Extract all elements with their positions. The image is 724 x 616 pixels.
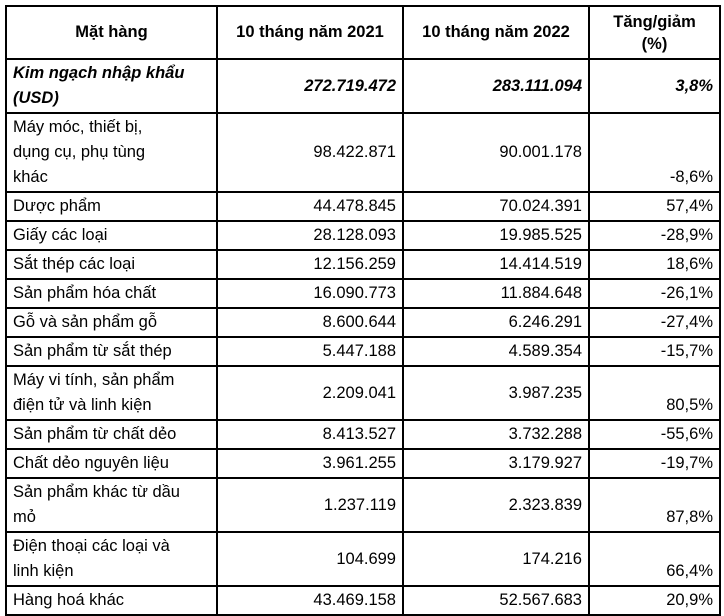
value-2022: 4.589.354 [402, 336, 590, 367]
item-name: Sản phẩm từ sắt thép [5, 336, 218, 367]
change-percent: -8,6% [588, 112, 721, 193]
item-name: Giấy các loại [5, 220, 218, 251]
table-row: Máy vi tính, sản phẩm điện tử và linh ki… [5, 365, 721, 421]
total-row: Kim ngạch nhập khẩu (USD) 272.719.472 28… [5, 58, 721, 114]
value-2022: 3.732.288 [402, 419, 590, 450]
value-2022: 2.323.839 [402, 477, 590, 533]
change-percent: -55,6% [588, 419, 721, 450]
value-2022: 3.179.927 [402, 448, 590, 479]
table-row: Sản phẩm khác từ dầu mỏ 1.237.119 2.323.83… [5, 477, 721, 533]
change-percent: -28,9% [588, 220, 721, 251]
item-name: Sắt thép các loại [5, 249, 218, 280]
item-name: Dược phẩm [5, 191, 218, 222]
value-2022: 14.414.519 [402, 249, 590, 280]
table-row: Sản phẩm hóa chất 16.090.773 11.884.648 -26… [5, 278, 721, 309]
value-2021: 12.156.259 [216, 249, 404, 280]
value-2021: 8.413.527 [216, 419, 404, 450]
header-row: Mặt hàng 10 tháng năm 2021 10 tháng năm … [5, 5, 721, 60]
value-2022: 174.216 [402, 531, 590, 587]
value-2021: 8.600.644 [216, 307, 404, 338]
change-percent: -27,4% [588, 307, 721, 338]
change-percent: 57,4% [588, 191, 721, 222]
total-2021: 272.719.472 [216, 58, 404, 114]
change-percent: -15,7% [588, 336, 721, 367]
item-name: Máy vi tính, sản phẩm điện tử và linh ki… [5, 365, 218, 421]
table-row: Sản phẩm từ sắt thép 5.447.188 4.589.354 -1… [5, 336, 721, 367]
value-2021: 44.478.845 [216, 191, 404, 222]
value-2022: 90.001.178 [402, 112, 590, 193]
table-row: Sắt thép các loại 12.156.259 14.414.519 18,… [5, 249, 721, 280]
item-name: Chất dẻo nguyên liệu [5, 448, 218, 479]
value-2022: 6.246.291 [402, 307, 590, 338]
value-2021: 3.961.255 [216, 448, 404, 479]
value-2022: 3.987.235 [402, 365, 590, 421]
header-change: Tăng/giảm (%) [588, 5, 721, 60]
total-change: 3,8% [588, 58, 721, 114]
value-2021: 1.237.119 [216, 477, 404, 533]
value-2021: 104.699 [216, 531, 404, 587]
value-2021: 5.447.188 [216, 336, 404, 367]
change-percent: -26,1% [588, 278, 721, 309]
total-2022: 283.111.094 [402, 58, 590, 114]
item-name: Điện thoại các loại và linh kiện [5, 531, 218, 587]
header-2021: 10 tháng năm 2021 [216, 5, 404, 60]
table-row: Sản phẩm từ chất dẻo 8.413.527 3.732.288 -5… [5, 419, 721, 450]
total-label: Kim ngạch nhập khẩu (USD) [5, 58, 218, 114]
table-row: Gỗ và sản phẩm gỗ 8.600.644 6.246.291 -27,4… [5, 307, 721, 338]
import-table: Mặt hàng 10 tháng năm 2021 10 tháng năm … [5, 5, 721, 616]
item-name: Máy móc, thiết bị, dụng cụ, phụ tùng khá… [5, 112, 218, 193]
item-name: Sản phẩm hóa chất [5, 278, 218, 309]
change-percent: 18,6% [588, 249, 721, 280]
value-2021: 98.422.871 [216, 112, 404, 193]
value-2021: 16.090.773 [216, 278, 404, 309]
change-percent: 87,8% [588, 477, 721, 533]
value-2021: 2.209.041 [216, 365, 404, 421]
table-row: Điện thoại các loại và linh kiện 104.699 1… [5, 531, 721, 587]
table-row: Giấy các loại 28.128.093 19.985.525 -28,9% [5, 220, 721, 251]
change-percent: 80,5% [588, 365, 721, 421]
table-row: Dược phẩm 44.478.845 70.024.391 57,4% [5, 191, 721, 222]
item-name: Sản phẩm khác từ dầu mỏ [5, 477, 218, 533]
item-name: Sản phẩm từ chất dẻo [5, 419, 218, 450]
header-item: Mặt hàng [5, 5, 218, 60]
item-name: Gỗ và sản phẩm gỗ [5, 307, 218, 338]
change-percent: 66,4% [588, 531, 721, 587]
value-2021: 28.128.093 [216, 220, 404, 251]
value-2022: 11.884.648 [402, 278, 590, 309]
table-row: Chất dẻo nguyên liệu 3.961.255 3.179.927 -1… [5, 448, 721, 479]
value-2022: 19.985.525 [402, 220, 590, 251]
change-percent: -19,7% [588, 448, 721, 479]
header-2022: 10 tháng năm 2022 [402, 5, 590, 60]
table-row: Máy móc, thiết bị, dụng cụ, phụ tùng khá… [5, 112, 721, 193]
value-2022: 70.024.391 [402, 191, 590, 222]
